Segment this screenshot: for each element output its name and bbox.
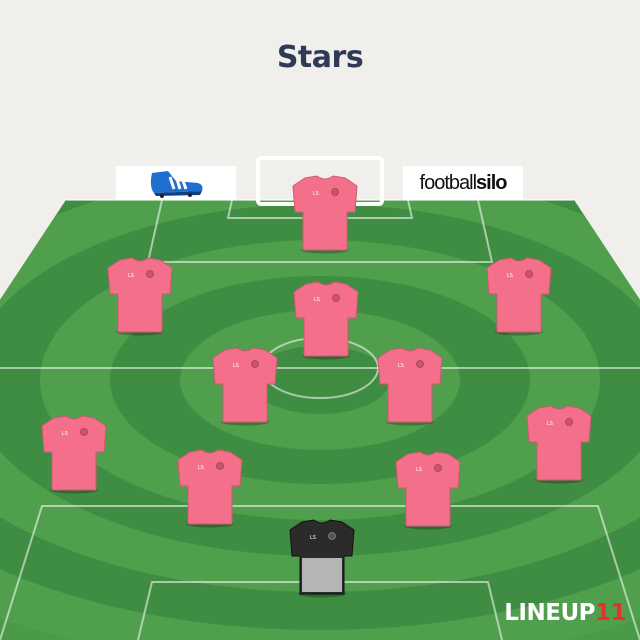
- sponsor-board-right: footballsilo: [403, 166, 523, 200]
- player-shirt-5[interactable]: LS: [211, 346, 279, 426]
- svg-text:LS: LS: [233, 363, 239, 369]
- player-shirt-2[interactable]: LS: [106, 256, 174, 336]
- player-shirt-1[interactable]: LS: [291, 174, 359, 254]
- svg-text:LS: LS: [416, 467, 422, 473]
- lineup11-logo: LINEUP11: [504, 600, 626, 626]
- football-boot-icon: [150, 171, 203, 198]
- player-shirt-8[interactable]: LS: [525, 404, 593, 484]
- svg-text:LS: LS: [314, 297, 320, 303]
- svg-text:LS: LS: [198, 465, 204, 471]
- player-shirt-3[interactable]: LS: [485, 256, 553, 336]
- svg-text:LS: LS: [313, 191, 319, 197]
- svg-text:LS: LS: [62, 431, 68, 437]
- player-shirt-4[interactable]: LS: [292, 280, 360, 360]
- player-shirt-6[interactable]: LS: [376, 346, 444, 426]
- player-shirt-9[interactable]: LS: [176, 448, 244, 528]
- svg-text:LS: LS: [547, 421, 553, 427]
- goalkeeper-shirt[interactable]: LS: [288, 518, 356, 598]
- team-title: Stars: [276, 40, 364, 75]
- sponsor-logo-footballsilo: footballsilo: [419, 171, 508, 194]
- player-shirt-10[interactable]: LS: [394, 450, 462, 530]
- svg-text:LS: LS: [128, 273, 134, 279]
- sponsor-board-left: [116, 166, 236, 200]
- svg-text:LS: LS: [398, 363, 404, 369]
- svg-text:LS: LS: [507, 273, 513, 279]
- player-shirt-7[interactable]: LS: [40, 414, 108, 494]
- svg-text:LS: LS: [310, 535, 316, 541]
